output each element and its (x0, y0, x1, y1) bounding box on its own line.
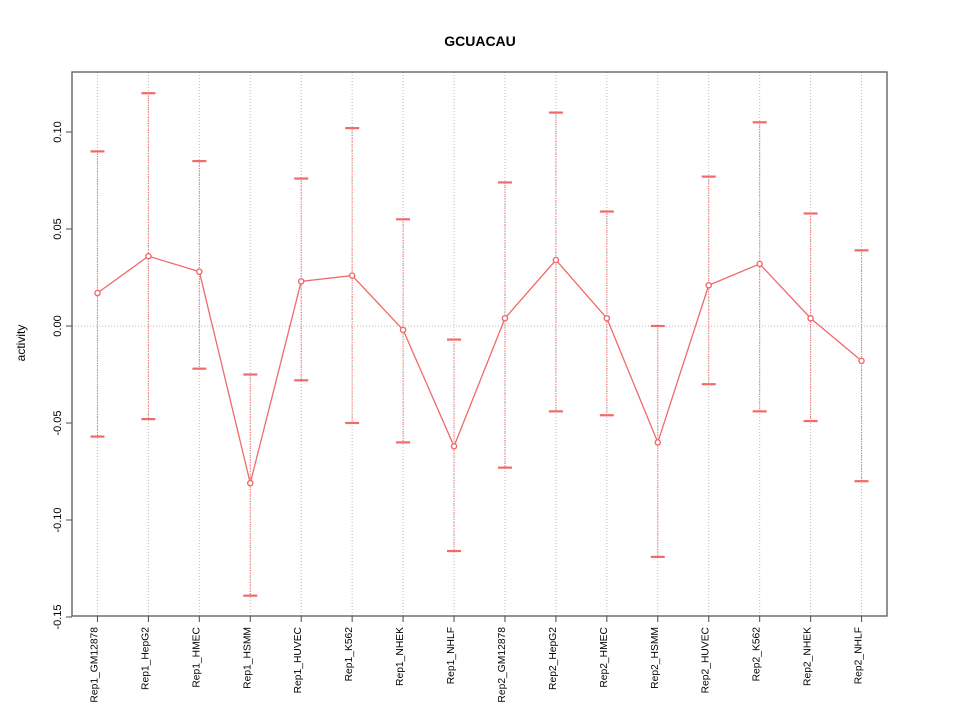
svg-text:Rep2_GM12878: Rep2_GM12878 (497, 627, 508, 703)
svg-text:Rep2_NHEK: Rep2_NHEK (803, 627, 814, 686)
svg-text:-0.10: -0.10 (52, 507, 64, 532)
svg-text:-0.15: -0.15 (52, 604, 64, 629)
svg-text:0.10: 0.10 (52, 121, 64, 142)
svg-text:Rep1_NHEK: Rep1_NHEK (395, 627, 406, 686)
svg-text:0.00: 0.00 (52, 315, 64, 336)
svg-text:Rep2_HMEC: Rep2_HMEC (599, 626, 610, 687)
svg-text:Rep1_GM12878: Rep1_GM12878 (89, 627, 100, 703)
svg-text:Rep1_NHLF: Rep1_NHLF (446, 627, 457, 684)
svg-text:-0.05: -0.05 (52, 410, 64, 435)
svg-text:GCUACAU: GCUACAU (444, 33, 516, 49)
svg-text:activity: activity (14, 325, 28, 362)
svg-text:Rep2_HSMM: Rep2_HSMM (650, 627, 661, 689)
svg-text:Rep2_HUVEC: Rep2_HUVEC (701, 626, 712, 693)
svg-text:0.05: 0.05 (52, 218, 64, 239)
svg-text:Rep2_NHLF: Rep2_NHLF (854, 627, 865, 684)
svg-text:Rep1_HSMM: Rep1_HSMM (242, 627, 253, 689)
svg-text:Rep2_HepG2: Rep2_HepG2 (548, 627, 559, 690)
svg-text:Rep1_HUVEC: Rep1_HUVEC (293, 626, 304, 693)
svg-text:Rep1_HepG2: Rep1_HepG2 (140, 627, 151, 690)
svg-text:Rep2_K562: Rep2_K562 (752, 627, 763, 682)
svg-text:Rep1_K562: Rep1_K562 (344, 627, 355, 682)
svg-text:Rep1_HMEC: Rep1_HMEC (191, 626, 202, 687)
